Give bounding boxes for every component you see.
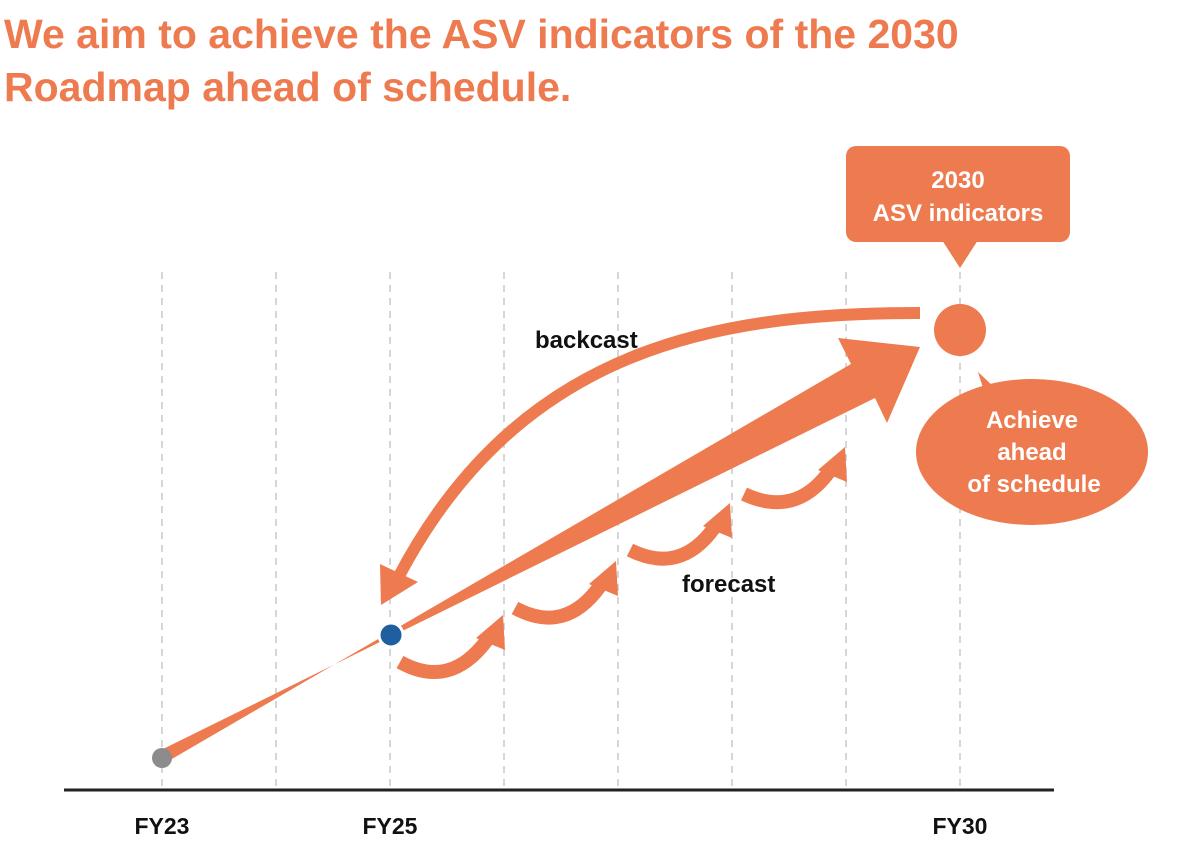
- forecast-arrows: [396, 447, 847, 680]
- target-callout-line-2: ASV indicators: [873, 200, 1044, 227]
- target-callout-line-1: 2030: [931, 167, 984, 194]
- achieve-line-3: of schedule: [967, 471, 1100, 498]
- achieve-line-2: ahead: [997, 439, 1066, 466]
- headline: We aim to achieve the ASV indicators of …: [4, 8, 1184, 114]
- achieve-ahead-bubble: Achieve ahead of schedule: [916, 372, 1148, 525]
- gridlines: [161, 272, 961, 788]
- start-point-fy23: [152, 748, 172, 768]
- target-point-fy30: [934, 304, 986, 356]
- forecast-label: forecast: [682, 571, 775, 598]
- forecast-step-arrow: [741, 447, 847, 510]
- tick-label-fy30: FY30: [933, 813, 988, 839]
- achieve-line-1: Achieve: [986, 407, 1078, 434]
- forecast-step-arrow: [396, 615, 505, 680]
- backcast-label: backcast: [535, 327, 638, 354]
- target-callout: 2030 ASV indicators: [846, 146, 1070, 268]
- headline-line-2: Roadmap ahead of schedule.: [4, 64, 572, 110]
- growth-arrow: [159, 338, 920, 763]
- current-point-fy25: [377, 621, 405, 649]
- tick-label-fy23: FY23: [135, 813, 190, 839]
- forecast-step-arrow: [626, 503, 732, 566]
- backcast-arrow: [380, 307, 921, 605]
- headline-line-1: We aim to achieve the ASV indicators of …: [4, 11, 959, 57]
- tick-label-fy25: FY25: [363, 813, 418, 839]
- forecast-step-arrow: [511, 561, 618, 625]
